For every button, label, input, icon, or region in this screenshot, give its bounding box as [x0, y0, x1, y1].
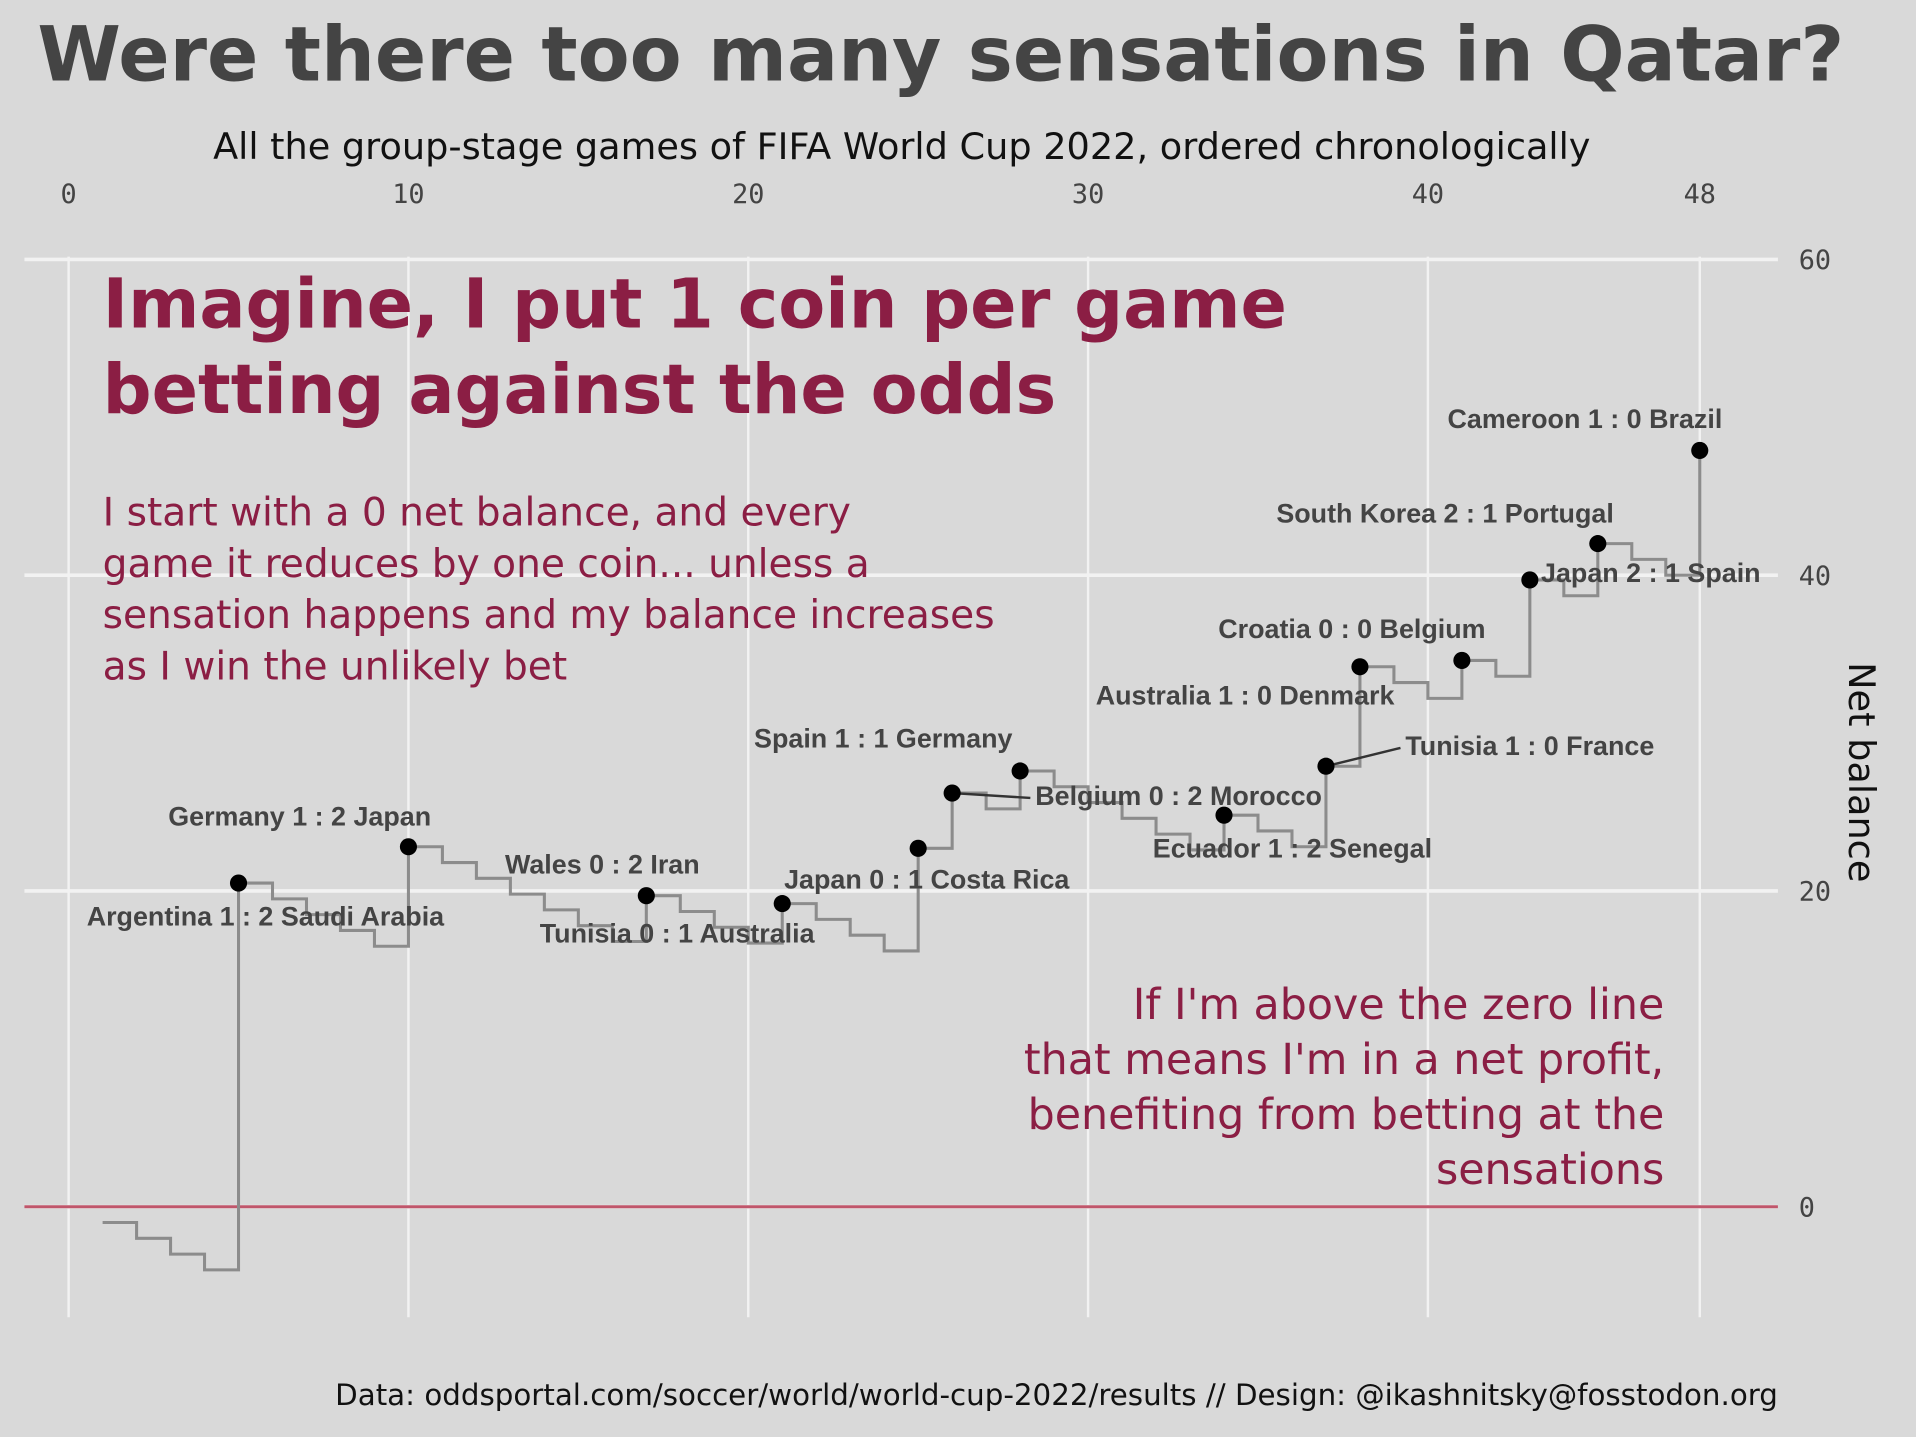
- sensation-label: Croatia 0 : 0 Belgium: [1218, 614, 1485, 644]
- explanation: game it reduces by one coin... unless a: [103, 542, 870, 587]
- caption: Data: oddsportal.com/soccer/world/world-…: [335, 1378, 1778, 1412]
- sensation-label: Japan 0 : 1 Costa Rica: [784, 864, 1070, 894]
- sensation-label: South Korea 2 : 1 Portugal: [1276, 499, 1613, 529]
- profit-note: If I'm above the zero line: [1133, 980, 1665, 1030]
- sensation-point: [1691, 441, 1709, 460]
- y-tick-label: 0: [1799, 1193, 1815, 1224]
- x-tick-label: 10: [392, 179, 424, 210]
- chart-title: Were there too many sensations in Qatar?: [37, 11, 1844, 99]
- sensation-label: Australia 1 : 0 Denmark: [1096, 680, 1395, 710]
- x-tick-label: 40: [1412, 179, 1444, 210]
- y-tick-label: 40: [1799, 561, 1831, 592]
- sensation-point: [1589, 535, 1607, 553]
- chart-subtitle: All the group-stage games of FIFA World …: [213, 125, 1590, 168]
- sensation-point: [773, 895, 791, 913]
- sensation-label: Spain 1 : 1 Germany: [754, 724, 1012, 754]
- y-axis-label: Net balance: [1840, 662, 1883, 882]
- sensation-label: Belgium 0 : 2 Morocco: [1035, 781, 1322, 811]
- sensation-label: Germany 1 : 2 Japan: [168, 802, 431, 832]
- sensation-point: [1351, 658, 1369, 676]
- x-tick-label: 48: [1684, 179, 1716, 210]
- sensation-point: [1521, 571, 1539, 589]
- sensation-label: Japan 2 : 1 Spain: [1541, 558, 1761, 588]
- sensation-point: [1011, 762, 1029, 780]
- sensation-label: Tunisia 0 : 1 Australia: [540, 918, 816, 948]
- sensation-point: [1215, 806, 1233, 824]
- sensation-point: [1453, 651, 1471, 670]
- explanation: as I win the unlikely bet: [103, 644, 568, 689]
- leader-line: [952, 791, 1031, 800]
- sensation-point: [637, 887, 655, 905]
- sensation-point: [399, 838, 417, 856]
- sensation-label: Cameroon 1 : 0 Brazil: [1447, 404, 1722, 434]
- sensation-label: Tunisia 1 : 0 France: [1405, 731, 1654, 761]
- leader-line: [1325, 746, 1401, 768]
- sensation-point: [909, 839, 927, 857]
- sensation-point: [229, 874, 248, 892]
- profit-note: sensations: [1436, 1145, 1664, 1195]
- explanation: sensation happens and my balance increas…: [103, 593, 995, 638]
- sensation-point: [943, 784, 961, 802]
- headline: betting against the odds: [103, 350, 1057, 430]
- plot: Argentina 1 : 2 Saudi Arabia Germany 1 : …: [87, 404, 1761, 1272]
- x-tick-label: 0: [61, 179, 77, 210]
- y-tick-label: 20: [1799, 877, 1831, 908]
- x-tick-label: 30: [1072, 179, 1104, 210]
- sensation-label: Argentina 1 : 2 Saudi Arabia: [87, 902, 445, 932]
- headline: Imagine, I put 1 coin per game: [103, 264, 1287, 344]
- profit-note: benefiting from betting at the: [1028, 1090, 1665, 1140]
- explanation: I start with a 0 net balance, and every: [103, 490, 851, 535]
- sensation-label: Ecuador 1 : 2 Senegal: [1153, 834, 1432, 864]
- profit-note: that means I'm in a net profit,: [1024, 1035, 1664, 1085]
- x-tick-label: 20: [732, 179, 764, 210]
- sensation-label: Wales 0 : 2 Iran: [505, 849, 700, 879]
- sensation-point: [1317, 757, 1335, 775]
- step-line: [102, 450, 1702, 1272]
- y-tick-label: 60: [1799, 245, 1831, 276]
